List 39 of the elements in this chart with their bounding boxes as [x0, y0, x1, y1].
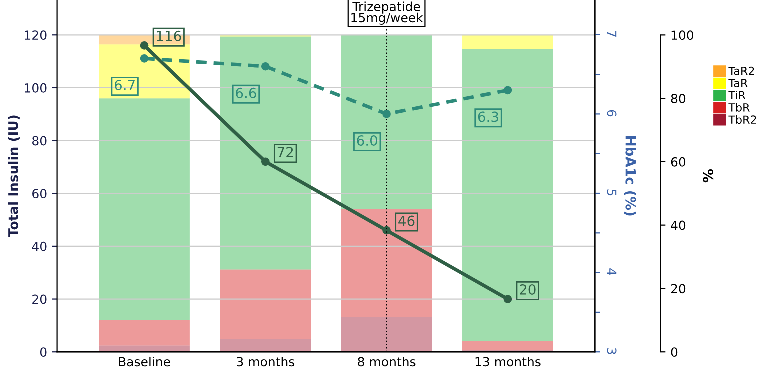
x-tick-label: 8 months — [358, 356, 416, 367]
y3-axis-title: % — [703, 170, 714, 183]
y-tick-label: 0 — [40, 348, 47, 358]
y-tick-label: 60 — [32, 189, 47, 199]
data-label: 72 — [278, 147, 294, 158]
y3-tick-label: 100 — [672, 30, 694, 40]
y2-tick-label: 4 — [607, 268, 617, 276]
data-label: 46 — [398, 216, 415, 226]
y-tick-label: 100 — [25, 83, 47, 93]
y3-tick-label: 80 — [671, 94, 686, 104]
ref-line-label: Trizepatide 15mg/week — [352, 2, 424, 26]
data-label: 6.7 — [115, 80, 135, 90]
x-tick-label: 13 months — [476, 356, 541, 367]
y3-tick-label: 20 — [671, 284, 686, 294]
y-axis-title: Total Insulin (IU) — [8, 116, 20, 238]
data-label: 116 — [157, 30, 182, 42]
y3-tick-label: 60 — [671, 157, 686, 167]
legend-label: TaR2 — [728, 66, 754, 76]
data-label: 6.3 — [478, 112, 498, 122]
legend-label: TaR — [728, 79, 748, 88]
y-tick-label: 40 — [32, 242, 47, 252]
y3-tick-label: 40 — [671, 220, 686, 230]
data-label: 6.6 — [236, 88, 256, 98]
x-tick-label: Baseline — [119, 356, 170, 367]
data-label: 20 — [520, 284, 536, 295]
x-tick-label: 3 months — [237, 356, 295, 367]
y-tick-label: 120 — [25, 30, 47, 40]
y3-tick-label: 0 — [671, 348, 678, 358]
y-tick-label: 20 — [32, 294, 47, 304]
y-tick-label: 80 — [32, 136, 47, 146]
legend-label: TiR — [728, 91, 746, 100]
y2-axis-title: HbA1c (%) — [624, 136, 636, 216]
y2-tick-label: 5 — [607, 190, 617, 196]
y2-tick-label: 6 — [607, 110, 617, 117]
y2-tick-label: 3 — [607, 348, 617, 354]
legend-label: TbR — [728, 103, 750, 112]
data-label: 6.0 — [357, 136, 378, 146]
legend-label: TbR2 — [728, 115, 756, 124]
y2-tick-label: 7 — [607, 31, 617, 38]
